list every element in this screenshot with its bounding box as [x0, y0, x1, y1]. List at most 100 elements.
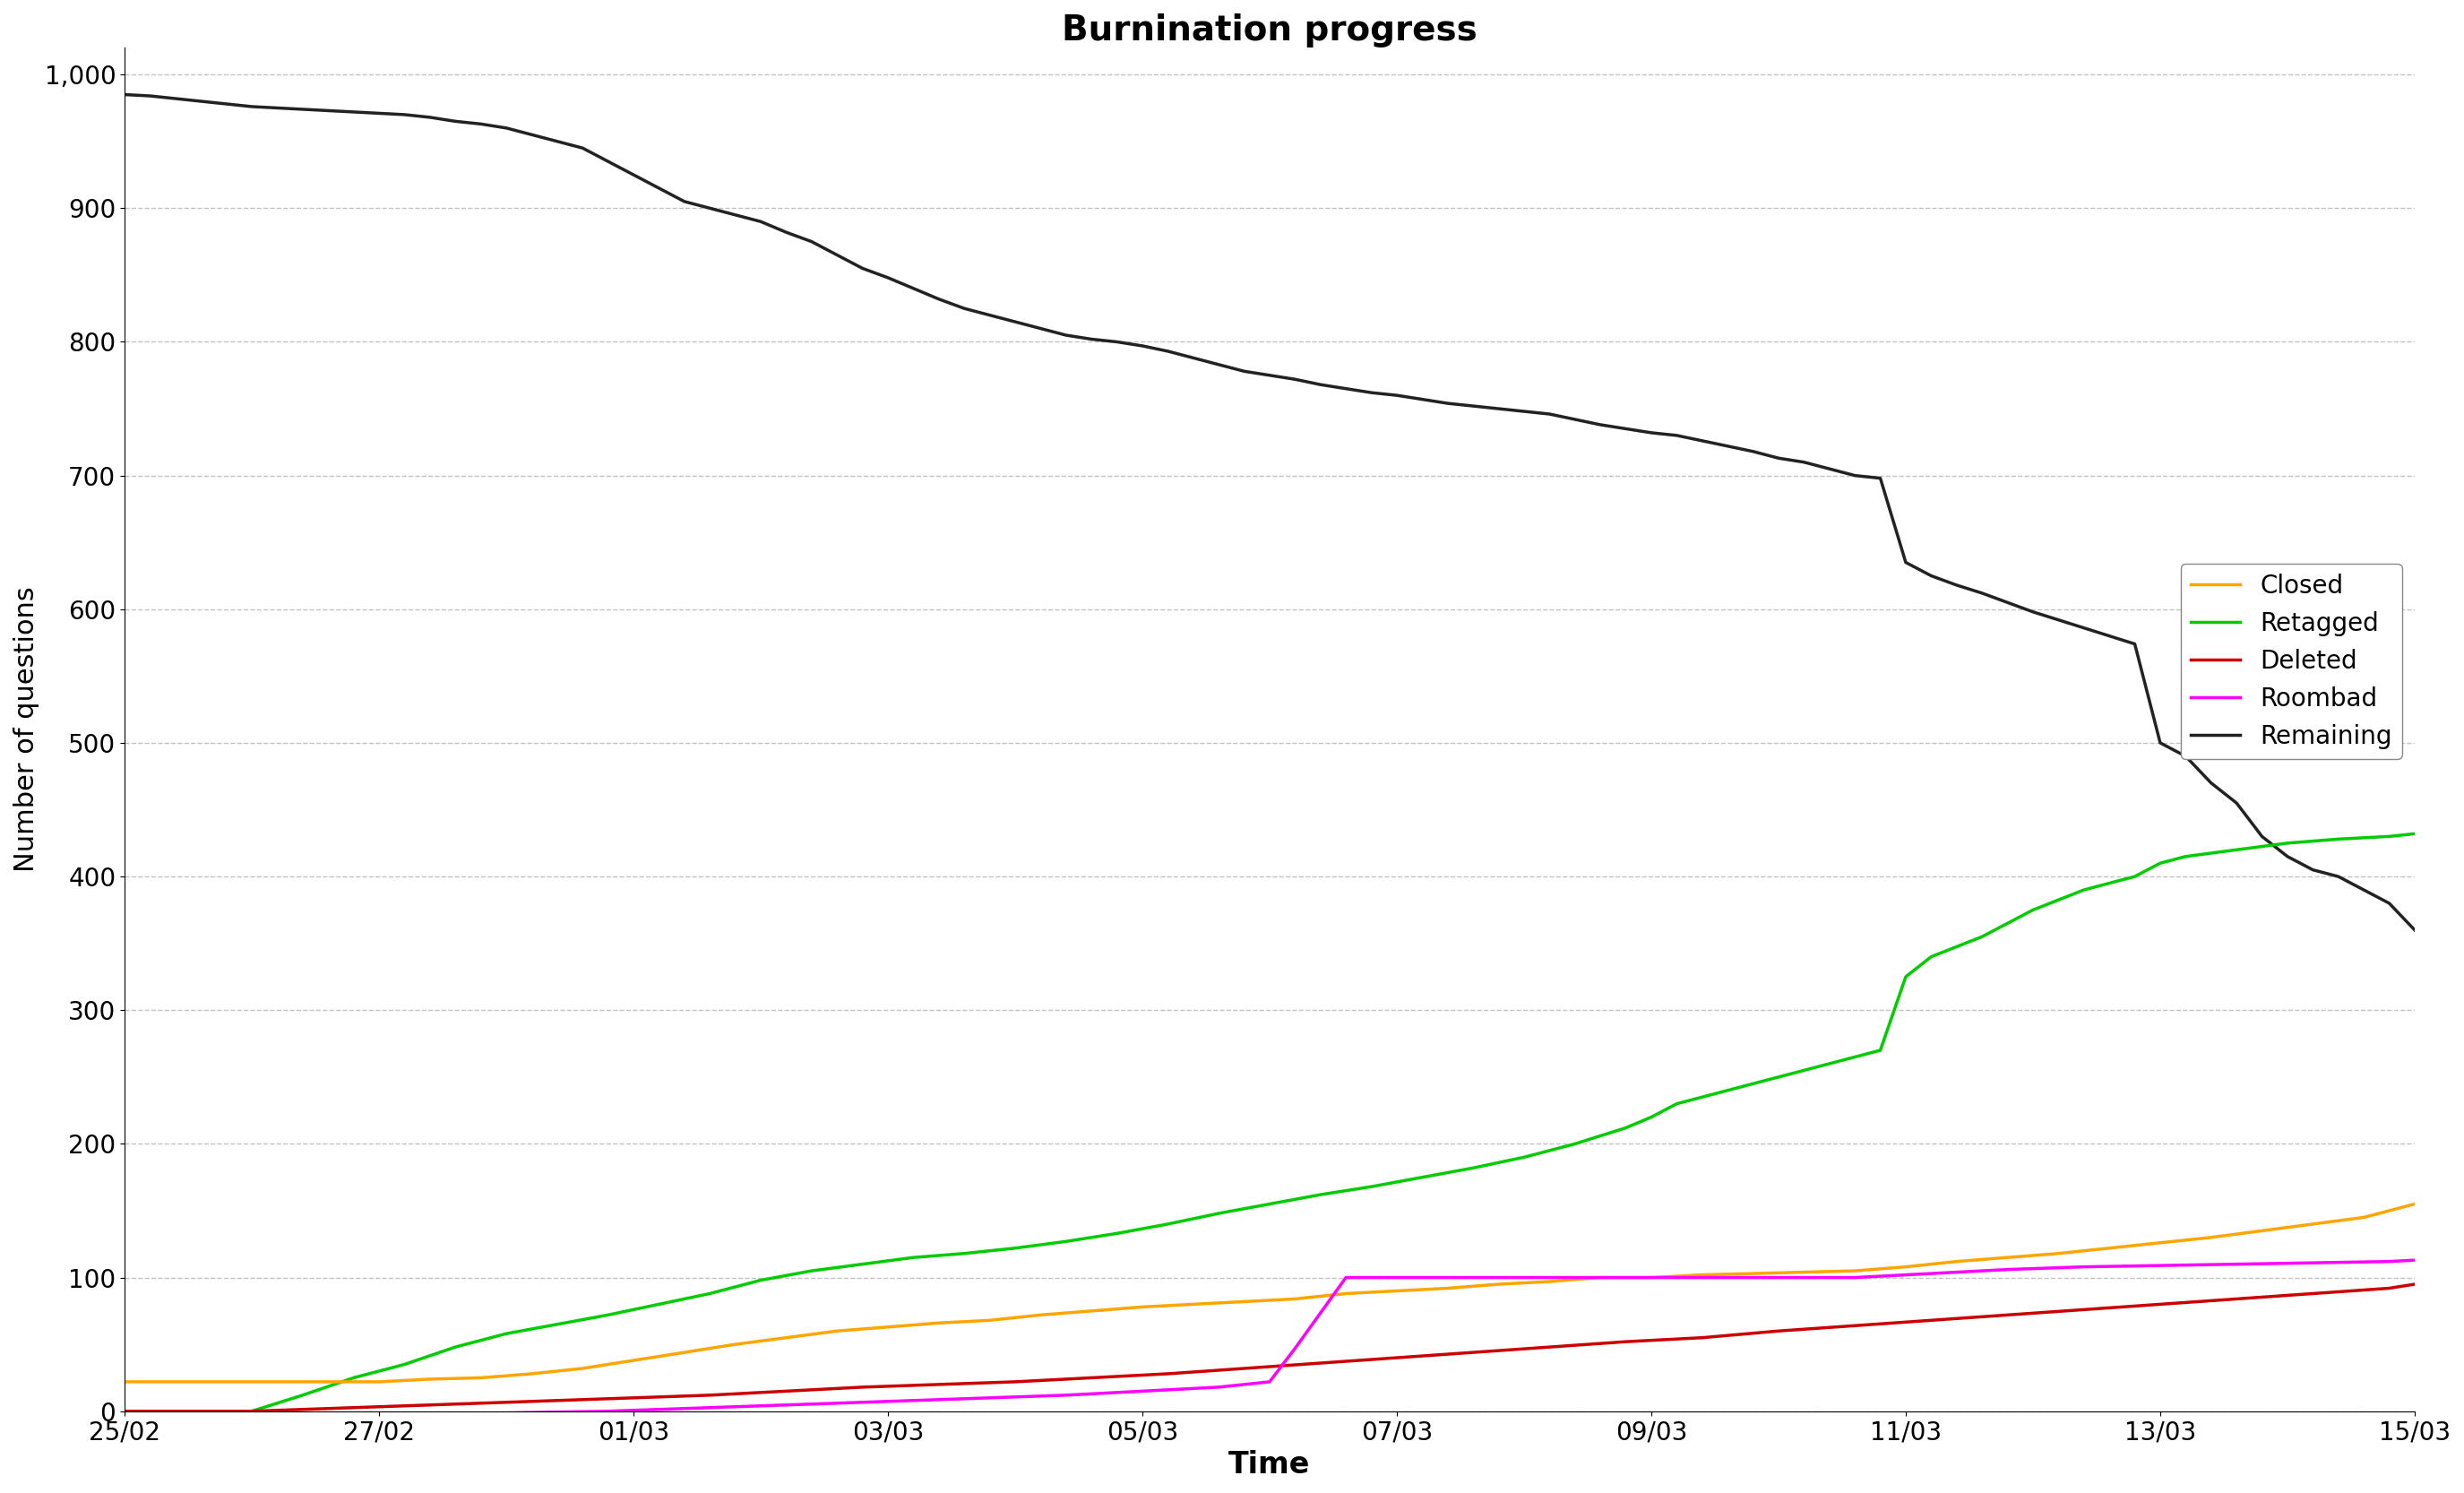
Retagged — [1306, 1185, 1335, 1203]
Closed — [567, 1360, 596, 1378]
Deleted — [1306, 1354, 1335, 1372]
Deleted — [1841, 1317, 1870, 1335]
Retagged — [899, 1248, 929, 1266]
Closed — [1636, 1269, 1666, 1287]
Retagged — [1153, 1215, 1183, 1233]
Retagged — [848, 1256, 877, 1274]
Deleted — [695, 1386, 724, 1403]
Retagged — [1764, 1067, 1794, 1085]
Title: Burnination progress: Burnination progress — [1062, 13, 1478, 48]
Roombad — [1254, 1374, 1284, 1391]
Closed — [2195, 1229, 2225, 1247]
Roombad — [2375, 1253, 2405, 1271]
Deleted — [1459, 1344, 1488, 1362]
Closed — [719, 1335, 749, 1353]
Roombad — [1535, 1269, 1565, 1287]
Remaining — [389, 106, 419, 124]
Legend: Closed, Retagged, Deleted, Roombad, Remaining: Closed, Retagged, Deleted, Roombad, Rema… — [2181, 564, 2402, 758]
Retagged — [1407, 1169, 1437, 1187]
Retagged — [2070, 881, 2099, 899]
Retagged — [949, 1245, 978, 1263]
Closed — [1483, 1275, 1513, 1293]
Roombad — [1382, 1269, 1412, 1287]
Retagged — [2146, 854, 2176, 872]
Deleted — [313, 1399, 342, 1417]
Closed — [1841, 1262, 1870, 1280]
Closed — [2247, 1221, 2277, 1239]
Closed — [1587, 1269, 1616, 1287]
Retagged — [1865, 1041, 1895, 1059]
Retagged — [1917, 948, 1947, 966]
Roombad — [1841, 1269, 1870, 1287]
Retagged — [338, 1369, 367, 1387]
Retagged — [2119, 867, 2149, 885]
Deleted — [1382, 1348, 1412, 1366]
Retagged — [1661, 1094, 1690, 1112]
Closed — [365, 1374, 394, 1391]
Deleted — [466, 1394, 495, 1412]
Deleted — [2299, 1284, 2328, 1302]
Roombad — [1611, 1269, 1641, 1287]
Closed — [1129, 1297, 1158, 1315]
Deleted — [1535, 1338, 1565, 1356]
Retagged — [1611, 1118, 1641, 1136]
Retagged — [111, 1402, 140, 1420]
Closed — [1535, 1272, 1565, 1290]
Retagged — [1254, 1194, 1284, 1212]
Closed — [1077, 1302, 1106, 1320]
Roombad — [365, 1406, 394, 1424]
Closed — [823, 1321, 853, 1339]
Line: Deleted: Deleted — [126, 1284, 2415, 1411]
Closed — [1178, 1296, 1207, 1314]
Roombad — [976, 1388, 1005, 1406]
Deleted — [1993, 1306, 2023, 1324]
Remaining — [643, 179, 673, 197]
Retagged — [1459, 1159, 1488, 1176]
Retagged — [1205, 1205, 1234, 1223]
Deleted — [1764, 1321, 1794, 1339]
Deleted — [618, 1388, 648, 1406]
Retagged — [2375, 827, 2405, 845]
Retagged — [288, 1386, 318, 1403]
Roombad — [1917, 1265, 1947, 1282]
Closed — [414, 1371, 444, 1388]
Remaining — [2324, 867, 2353, 885]
Deleted — [848, 1378, 877, 1396]
Retagged — [747, 1271, 776, 1288]
Closed — [1993, 1248, 2023, 1266]
Roombad — [1459, 1269, 1488, 1287]
Closed — [2400, 1194, 2430, 1212]
Deleted — [1917, 1311, 1947, 1329]
Closed — [2094, 1239, 2124, 1257]
Deleted — [2400, 1275, 2430, 1293]
Deleted — [237, 1402, 266, 1420]
Roombad — [899, 1391, 929, 1409]
Closed — [1230, 1293, 1259, 1311]
Roombad — [1331, 1269, 1360, 1287]
Retagged — [1712, 1081, 1742, 1099]
Retagged — [2400, 824, 2430, 842]
Closed — [1281, 1290, 1311, 1308]
Retagged — [490, 1324, 520, 1342]
Roombad — [1688, 1269, 1717, 1287]
Roombad — [517, 1403, 547, 1421]
Closed — [1434, 1280, 1464, 1297]
Roombad — [823, 1394, 853, 1412]
Retagged — [2223, 841, 2252, 858]
Roombad — [1764, 1269, 1794, 1287]
Roombad — [1230, 1375, 1259, 1393]
Closed — [1890, 1259, 1919, 1277]
Retagged — [542, 1315, 572, 1333]
Retagged — [2272, 835, 2301, 853]
Deleted — [924, 1375, 954, 1393]
Roombad — [111, 1409, 140, 1427]
Deleted — [1230, 1360, 1259, 1378]
Closed — [237, 1374, 266, 1391]
Roombad — [2400, 1251, 2430, 1269]
Roombad — [1281, 1339, 1311, 1357]
Closed — [1942, 1253, 1971, 1271]
Roombad — [670, 1399, 700, 1417]
Roombad — [237, 1409, 266, 1427]
Remaining — [2348, 881, 2378, 899]
Roombad — [313, 1408, 342, 1426]
